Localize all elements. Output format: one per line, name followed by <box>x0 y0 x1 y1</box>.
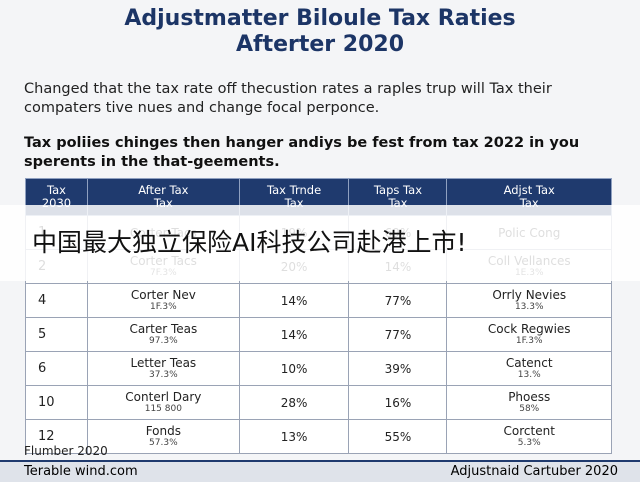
cell-text: 57.3% <box>149 437 178 448</box>
table-cell: 10 <box>25 385 88 420</box>
cell-text: 39% <box>384 361 412 376</box>
table-cell: 55% <box>348 419 448 454</box>
table-cell: Carter Teas 97.3% <box>86 317 240 352</box>
cell-text: 6 <box>38 360 47 376</box>
table-cell: 6 <box>25 351 88 386</box>
header-text: Tax <box>46 183 66 197</box>
footer-right: Adjustnaid Cartuber 2020 <box>450 464 618 479</box>
table-cell: Conterl Dary 115 800 <box>86 385 240 420</box>
table-cell: Corctent 5.3% <box>446 419 612 454</box>
table-cell: Cock Regwies 1F.3% <box>446 317 612 352</box>
cell-text: 13% <box>280 429 308 444</box>
table-row: 12 Fonds 57.3% 13% 55% Corctent 5.3% <box>25 419 612 454</box>
table-cell: 14% <box>238 317 350 352</box>
cell-text: Carter Teas <box>129 321 198 336</box>
cell-text: Conterl Dary <box>125 389 202 404</box>
cell-text: 97.3% <box>149 335 178 346</box>
cell-text: 77% <box>384 293 412 308</box>
subheading: Tax poliies chinges then hanger andiys b… <box>24 135 580 170</box>
cell-text: Orrly Nevies <box>492 287 567 302</box>
header-text: After Tax <box>138 183 189 197</box>
table-cell: 5 <box>25 317 88 352</box>
table-cell: Corter Nev 1F.3% <box>86 283 240 318</box>
table-cell: 39% <box>348 351 448 386</box>
table-cell: 16% <box>348 385 448 420</box>
table-row: 6 Letter Teas 37.3% 10% 39% Catenct 13.% <box>25 351 612 386</box>
footer-left: Terable wind.com <box>24 464 138 479</box>
table-row: 4 Corter Nev 1F.3% 14% 77% Orrly Nevies 13.3% <box>25 283 612 318</box>
table-cell: Letter Teas 37.3% <box>86 351 240 386</box>
table-cell: 4 <box>25 283 88 318</box>
cell-text: 5 <box>38 326 47 342</box>
table-cell: Phoess 58% <box>446 385 612 420</box>
table-cell: 77% <box>348 283 448 318</box>
table-cell: 77% <box>348 317 448 352</box>
cell-text: 5.3% <box>517 437 541 448</box>
table-cell: 10% <box>238 351 350 386</box>
cell-text: 55% <box>384 429 412 444</box>
header-text: Taps Tax <box>373 183 422 197</box>
cell-text: 13.% <box>517 369 541 380</box>
cell-text: Catenct <box>505 355 553 370</box>
cell-text: 115 800 <box>144 403 182 414</box>
cell-text: 77% <box>384 327 412 342</box>
cell-text: 16% <box>384 395 412 410</box>
title-line: Afterter 2020 <box>235 32 405 57</box>
cell-text: 10 <box>38 394 55 410</box>
cell-text: 37.3% <box>149 369 178 380</box>
table-cell: 12 <box>25 419 88 454</box>
intro: Changed that the tax rate off thecustion… <box>24 81 552 116</box>
cell-text: 28% <box>280 395 308 410</box>
table-cell: 28% <box>238 385 350 420</box>
cell-text: 10% <box>280 361 308 376</box>
cell-text: Corter Nev <box>130 287 196 302</box>
cell-text: 14% <box>280 327 308 342</box>
cell-text: 14% <box>280 293 308 308</box>
cell-text: 12 <box>38 428 55 444</box>
cell-text: Fonds <box>145 423 181 438</box>
cell-text: 1F.3% <box>515 335 543 346</box>
cell-text: 4 <box>38 292 47 308</box>
cell-text: 1F.3% <box>150 301 177 312</box>
footnote: Flumber 2020 <box>24 444 108 458</box>
footer: Terable wind.com Adjustnaid Cartuber 202… <box>0 460 640 482</box>
header-text: Tax Trnde <box>267 183 322 197</box>
table-cell: Orrly Nevies 13.3% <box>446 283 612 318</box>
title: Adjustmatter Biloule Tax Raties Afterter… <box>0 6 640 58</box>
cell-text: Letter Teas <box>130 355 197 370</box>
table-cell: Catenct 13.% <box>446 351 612 386</box>
table-cell: 14% <box>238 283 350 318</box>
table-row: 10 Conterl Dary 115 800 28% 16% Phoess 58% <box>25 385 612 420</box>
table-cell: 13% <box>238 419 350 454</box>
cell-text: Cock Regwies <box>487 321 571 336</box>
banner: 中国最大独立保险AI科技公司赴港上市! <box>0 205 640 281</box>
cell-text: 13.3% <box>514 301 544 312</box>
title-line: Adjustmatter Biloule Tax Raties <box>124 6 516 31</box>
table-row: 5 Carter Teas 97.3% 14% 77% Cock Regwies 1F.3% <box>25 317 612 352</box>
cell-text: Phoess <box>508 389 551 404</box>
cell-text: 58% <box>519 403 540 414</box>
cell-text: Corctent <box>503 423 555 438</box>
table-cell: Fonds 57.3% <box>86 419 240 454</box>
header-text: Adjst Tax <box>503 183 555 197</box>
